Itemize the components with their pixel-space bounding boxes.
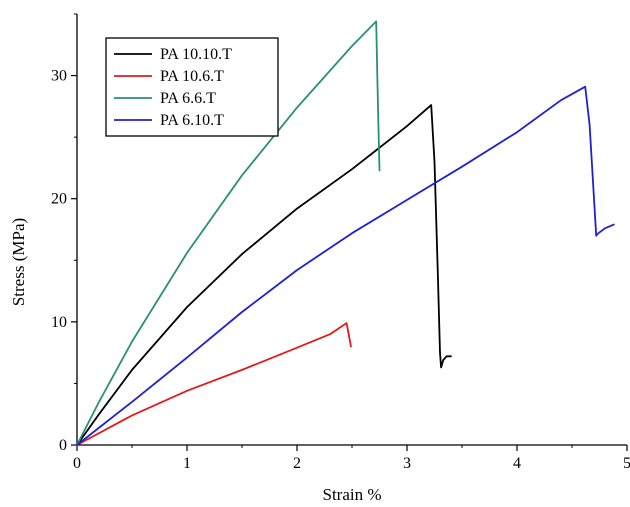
axis-ticks: 0 1 2 3 4 5 0 10 20 30	[51, 13, 630, 472]
x-tick-label: 1	[183, 455, 191, 472]
legend: PA 10.10.T PA 10.6.T PA 6.6.T PA 6.10.T	[105, 37, 279, 137]
x-tick-label: 3	[403, 455, 411, 472]
x-tick-label: 2	[293, 455, 301, 472]
series-lines	[76, 20, 615, 446]
series-line-pa-6-6-t	[76, 20, 381, 446]
x-tick-label: 5	[623, 455, 630, 472]
y-tick-label: 10	[51, 314, 67, 331]
series-line-pa-10-6-t	[76, 322, 352, 446]
legend-label-pa-6-10-t: PA 6.10.T	[160, 112, 224, 129]
series-line-pa-6-10-t	[76, 85, 615, 446]
legend-label-pa-10-6-t: PA 10.6.T	[160, 68, 224, 85]
series-line-pa-10-10-t	[76, 104, 452, 446]
y-axis-label: Stress (MPa)	[9, 218, 28, 306]
y-tick-label: 30	[51, 68, 67, 85]
x-axis-label: Strain %	[322, 485, 381, 504]
legend-label-pa-6-6-t: PA 6.6.T	[160, 90, 216, 107]
y-tick-label: 0	[59, 437, 67, 454]
x-tick-label: 0	[73, 455, 81, 472]
legend-label-pa-10-10-t: PA 10.10.T	[160, 46, 232, 63]
y-tick-label: 20	[51, 191, 67, 208]
x-tick-label: 4	[513, 455, 521, 472]
